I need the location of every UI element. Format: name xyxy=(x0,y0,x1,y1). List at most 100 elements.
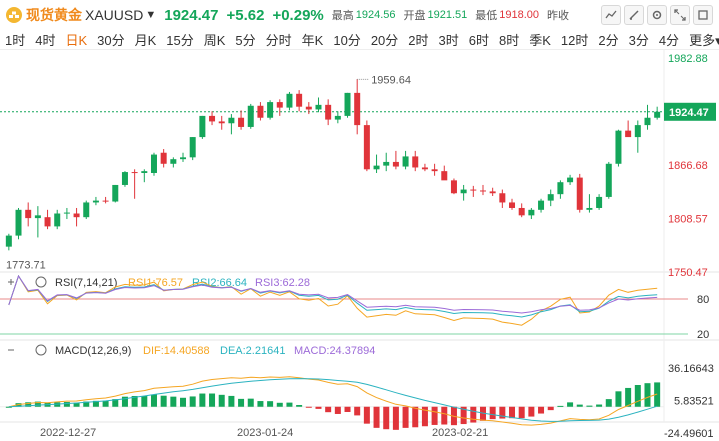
min-price-label: 1773.71 xyxy=(6,260,46,272)
macd-histogram-bar xyxy=(73,402,80,407)
macd-histogram-bar xyxy=(499,406,506,419)
tab-18[interactable]: 2分 xyxy=(598,33,619,48)
macd-histogram-bar xyxy=(247,398,254,407)
candle-body xyxy=(112,184,119,202)
expand-icon[interactable] xyxy=(670,5,690,25)
tab-20[interactable]: 4分 xyxy=(658,33,680,48)
macd-histogram-bar xyxy=(209,393,216,407)
tab-10[interactable]: 10分 xyxy=(333,33,361,48)
tab-14[interactable]: 6时 xyxy=(468,33,489,48)
macd-histogram-bar xyxy=(112,399,119,407)
macd-histogram-bar xyxy=(344,406,351,412)
candle-body xyxy=(209,115,216,122)
candle-body xyxy=(576,177,583,210)
settings-icon[interactable] xyxy=(647,5,667,25)
rsi-label-80: 80 xyxy=(697,294,709,306)
tab-7[interactable]: 5分 xyxy=(235,33,256,48)
current-price-label: 1924.47 xyxy=(669,107,709,119)
macd-histogram-bar xyxy=(586,405,593,407)
tab-17[interactable]: 12时 xyxy=(560,33,589,48)
line-chart-icon[interactable] xyxy=(601,5,621,25)
tab-13[interactable]: 3时 xyxy=(438,33,459,48)
macd-y-tick: 36.16643 xyxy=(668,363,714,375)
candle-body xyxy=(5,235,12,247)
toolbar xyxy=(601,5,713,25)
tab-6[interactable]: 周K xyxy=(203,33,226,48)
candle-body xyxy=(499,193,506,203)
candle-body xyxy=(63,212,70,214)
macd-histogram-bar xyxy=(63,402,70,407)
candle-body xyxy=(54,213,61,227)
rsi3-line xyxy=(8,274,658,314)
open-label: 开盘 xyxy=(403,10,426,22)
draw-icon[interactable] xyxy=(624,5,644,25)
candle-body xyxy=(315,104,322,110)
macd-histogram-bar xyxy=(605,399,612,407)
macd-dif-value: DIF:14.40588 xyxy=(143,345,210,357)
candle-body xyxy=(180,157,187,160)
macd-histogram-bar xyxy=(441,406,448,425)
macd-histogram-bar xyxy=(392,406,399,430)
tab-11[interactable]: 20分 xyxy=(370,33,399,48)
tab-9[interactable]: 年K xyxy=(301,33,324,48)
candle-body xyxy=(460,189,467,194)
tab-0[interactable]: 1时 xyxy=(5,33,26,48)
tab-21[interactable]: 更多▾ xyxy=(689,33,719,48)
tab-3[interactable]: 30分 xyxy=(97,33,125,48)
candle-body xyxy=(257,105,264,118)
candle-body xyxy=(421,167,428,170)
macd-histogram-bar xyxy=(557,405,564,407)
price-chart[interactable]: 1982.88 1866.68 1808.57 1750.47 1924.47 1959.… xyxy=(0,50,719,441)
chevron-down-icon[interactable]: ▼ xyxy=(145,9,157,21)
macd-histogram-bar xyxy=(431,406,438,425)
candle-body xyxy=(547,194,554,201)
candle-body xyxy=(131,172,138,174)
macd-histogram-bar xyxy=(83,401,90,407)
tab-19[interactable]: 3分 xyxy=(628,33,649,48)
candle-body xyxy=(654,111,661,118)
collapse-icon xyxy=(8,279,14,285)
tab-1[interactable]: 4时 xyxy=(35,33,56,48)
candle-body xyxy=(605,163,612,197)
candle-body xyxy=(44,217,51,227)
price-change-percent: +0.29% xyxy=(272,6,324,24)
tab-15[interactable]: 8时 xyxy=(498,33,520,48)
fullscreen-icon[interactable] xyxy=(693,5,713,25)
candle-body xyxy=(199,115,206,138)
macd-histogram-bar xyxy=(228,395,235,407)
tab-2[interactable]: 日K xyxy=(65,33,88,48)
tab-16[interactable]: 季K xyxy=(529,33,551,48)
candle-body xyxy=(383,161,390,166)
tab-12[interactable]: 2时 xyxy=(408,33,429,48)
candle-body xyxy=(625,130,632,138)
quote-header: 现货黄金 XAUUSD ▼ 1924.47 +5.62 +0.29% 最高 19… xyxy=(0,0,719,30)
macd-histogram-bar xyxy=(334,406,341,414)
macd-histogram-bar xyxy=(596,404,603,407)
candle-body xyxy=(644,117,651,126)
tab-5[interactable]: 15分 xyxy=(166,33,194,48)
candle-body xyxy=(276,102,283,108)
candle-body xyxy=(73,213,80,218)
instrument-code[interactable]: XAUUSD xyxy=(85,7,144,23)
macd-histogram-bar xyxy=(615,391,622,407)
candle-body xyxy=(402,156,409,167)
macd-histogram-bar xyxy=(305,406,312,408)
candle-body xyxy=(141,171,148,173)
macd-histogram-bar xyxy=(576,404,583,407)
high-label: 最高 xyxy=(331,10,354,22)
macd-histogram-bar xyxy=(354,406,361,416)
period-tabs: 1时 4时 日K 30分 月K 15分 周K 5分 分时 年K 10分 20分 2时 3时 6时 8时 季K 12… xyxy=(0,30,719,50)
macd-histogram-bar xyxy=(102,400,109,407)
rsi-settings-icon xyxy=(35,276,47,288)
candle-body xyxy=(634,125,641,138)
candle-body xyxy=(615,130,622,164)
macd-histogram-bar xyxy=(479,406,486,421)
macd-histogram-bar xyxy=(421,406,428,427)
candle-body xyxy=(170,159,177,164)
tab-4[interactable]: 月K xyxy=(134,33,157,48)
tab-8[interactable]: 分时 xyxy=(265,33,292,48)
candle-body xyxy=(25,209,32,219)
candle-body xyxy=(296,93,303,107)
candle-body xyxy=(15,209,22,236)
instrument-name[interactable]: 现货黄金 xyxy=(26,7,82,23)
